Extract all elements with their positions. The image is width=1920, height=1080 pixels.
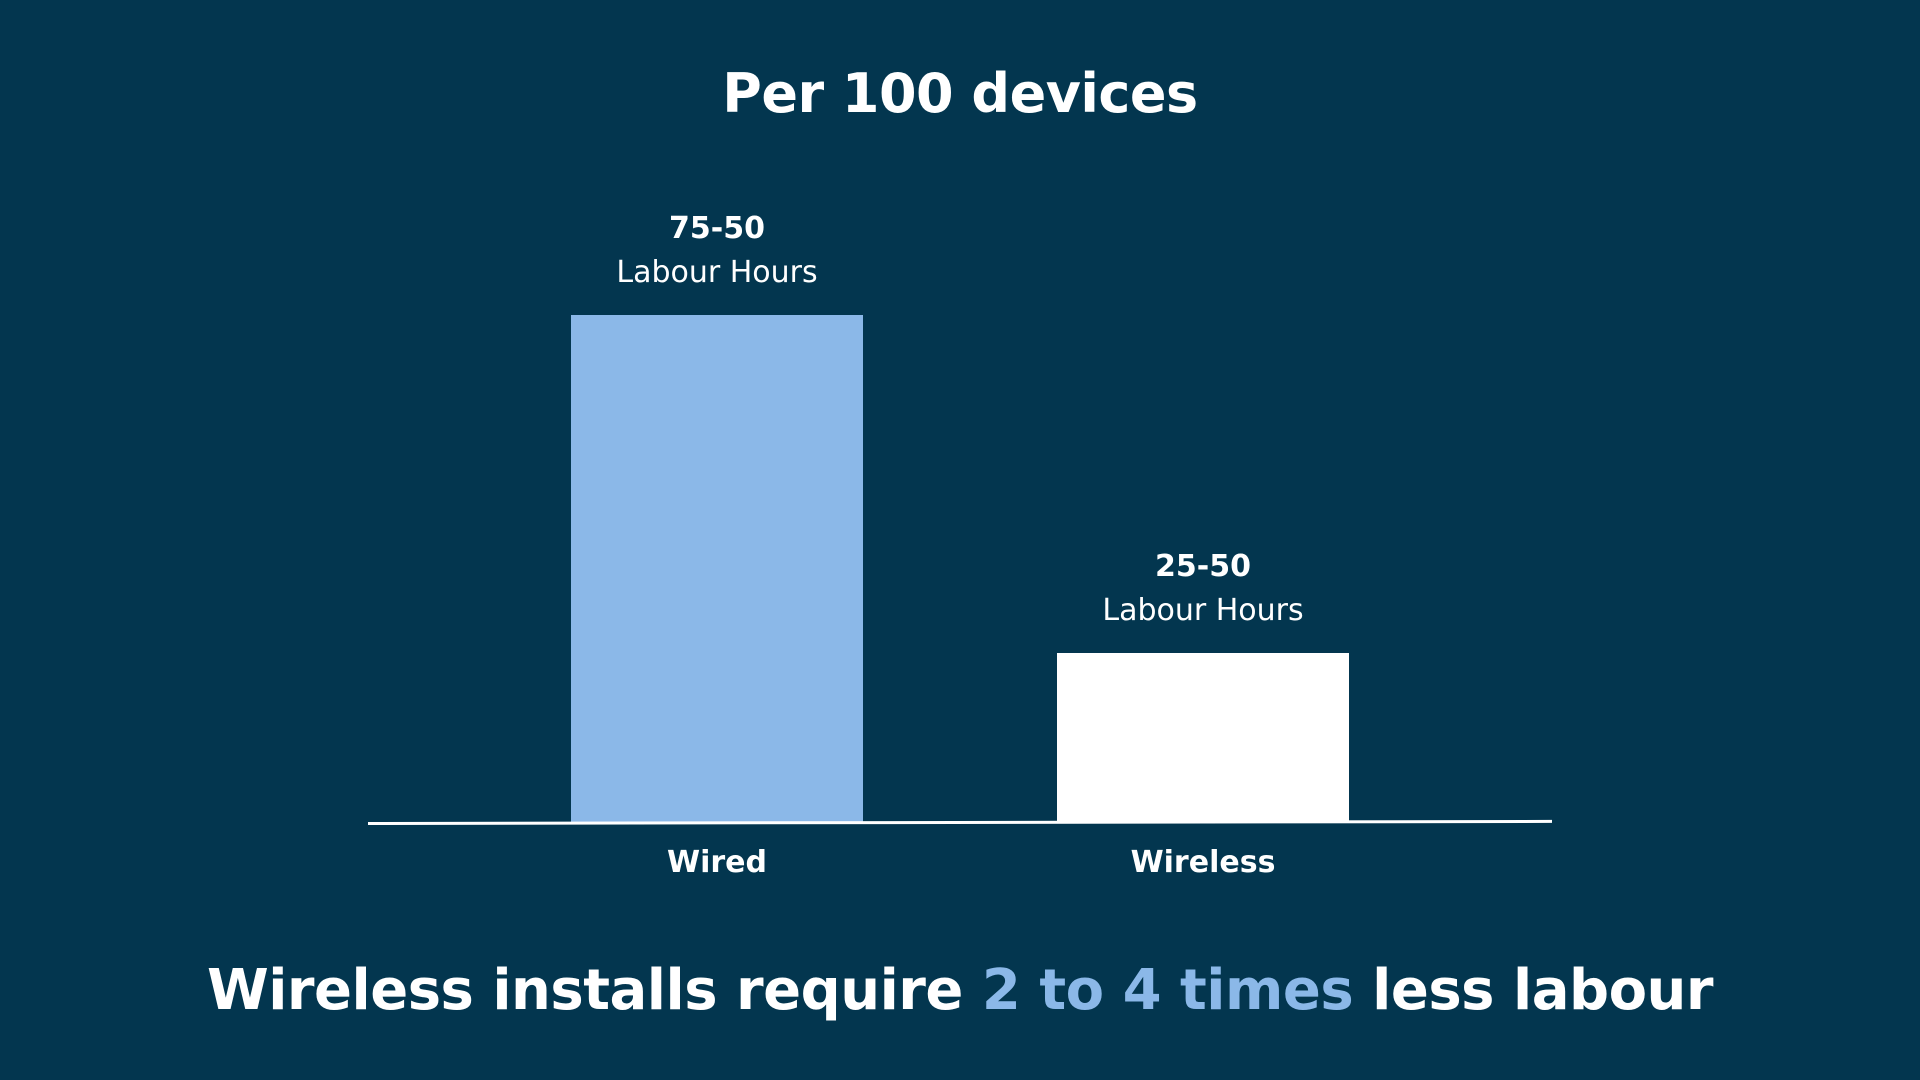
headline: Wireless installs require 2 to 4 times l…	[0, 958, 1920, 1023]
x-axis-line	[367, 819, 1553, 825]
bar-unit-label-wired: Labour Hours	[616, 255, 818, 290]
bar-value-label-wired: 75-50	[669, 211, 765, 246]
headline-highlight: 2 to 4 times	[981, 958, 1354, 1023]
bar-unit-label-wireless: Labour Hours	[1102, 593, 1304, 628]
category-label-wired: Wired	[667, 845, 767, 880]
category-label-wireless: Wireless	[1130, 845, 1276, 880]
bar-value-label-wireless: 25-50	[1155, 549, 1251, 584]
chart-title: Per 100 devices	[722, 62, 1198, 125]
headline-after: less labour	[1353, 958, 1714, 1023]
bar-wired	[571, 315, 863, 822]
headline-before: Wireless installs require	[206, 958, 982, 1023]
bar-wireless	[1057, 653, 1349, 822]
